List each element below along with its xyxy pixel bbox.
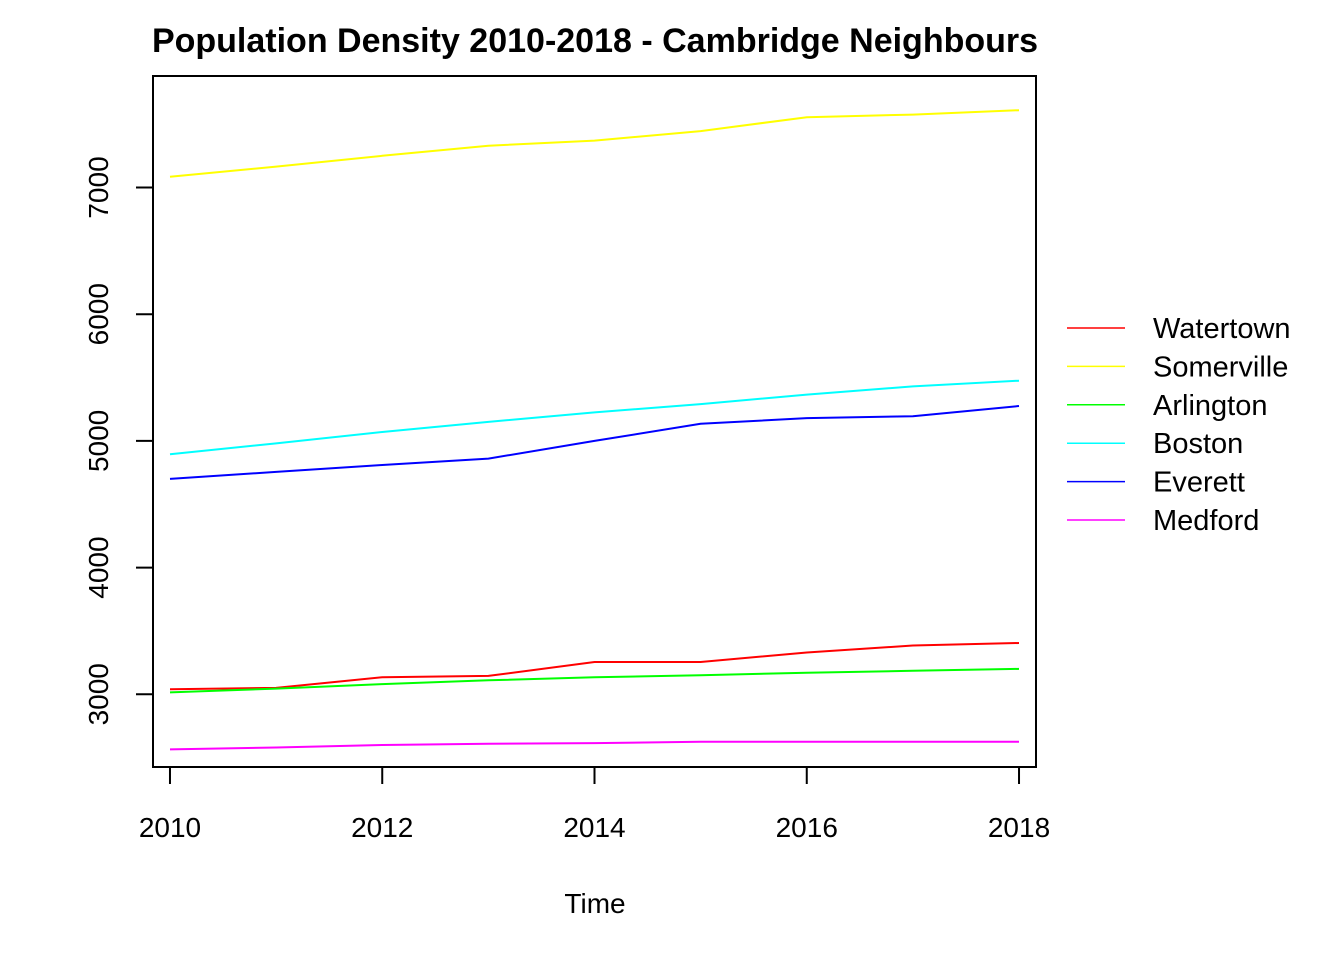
legend-label-somerville: Somerville: [1153, 351, 1288, 383]
legend: Watertown Somerville Arlington Boston Everet…: [1067, 313, 1291, 537]
y-tick-label: 6000: [83, 283, 114, 345]
y-tick-label: 3000: [83, 663, 114, 725]
series-layer: [169, 109, 1020, 751]
plot-frame: [152, 75, 1037, 768]
chart-title: Population Density 2010-2018 - Cambridge…: [152, 22, 1038, 60]
legend-label-boston: Boston: [1153, 428, 1243, 460]
x-tick-label: 2014: [563, 812, 625, 843]
y-axis: 3000 4000 5000 6000 7000: [83, 156, 154, 725]
legend-label-arlington: Arlington: [1153, 390, 1267, 422]
legend-label-watertown: Watertown: [1153, 313, 1291, 345]
series-line-somerville: [169, 109, 1020, 178]
x-tick-label: 2012: [351, 812, 413, 843]
series-line-medford: [169, 740, 1019, 751]
x-axis-label: Time: [564, 888, 625, 919]
series-line-arlington: [169, 667, 1020, 694]
y-tick-label: 5000: [83, 410, 114, 472]
y-tick-label: 7000: [83, 156, 114, 218]
legend-label-medford: Medford: [1153, 505, 1259, 537]
x-tick-label: 2010: [139, 812, 201, 843]
series-line-watertown: [169, 642, 1020, 691]
legend-label-everett: Everett: [1153, 467, 1245, 499]
series-line-boston: [169, 379, 1020, 456]
x-axis: 2010 2012 2014 2016 2018: [139, 766, 1050, 843]
x-tick-label: 2018: [988, 812, 1050, 843]
y-tick-label: 4000: [83, 536, 114, 598]
x-tick-label: 2016: [776, 812, 838, 843]
series-line-everett: [169, 405, 1020, 480]
